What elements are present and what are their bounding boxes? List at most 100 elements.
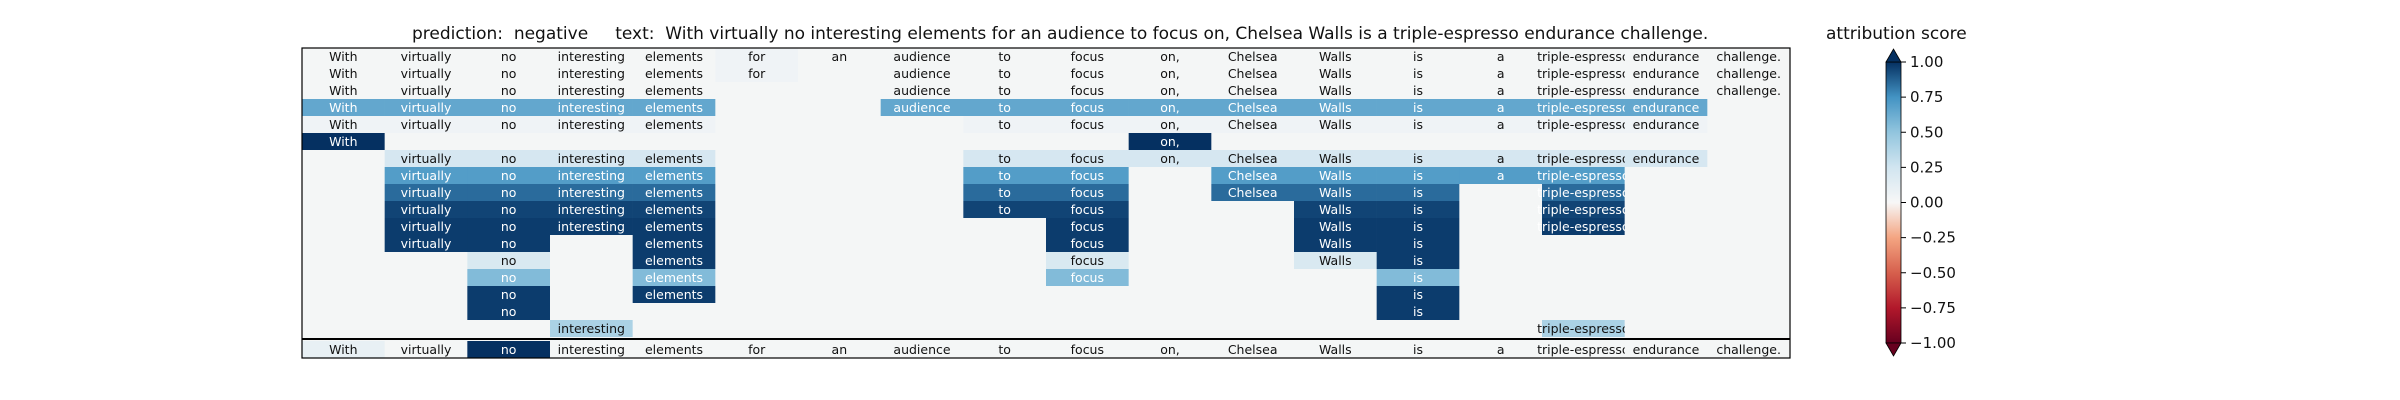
heatmap-cell (963, 133, 1047, 150)
heatmap-cell (302, 48, 385, 65)
heatmap-cell (1211, 218, 1295, 235)
heatmap-cell (1624, 320, 1708, 337)
heatmap-cell (302, 320, 385, 337)
heatmap-cell (1128, 252, 1212, 269)
token-label: virtually (401, 151, 452, 166)
token-label: focus (1071, 253, 1104, 268)
token-label: on, (1160, 49, 1180, 64)
heatmap-cell (1376, 99, 1460, 116)
heatmap-cell (1707, 82, 1791, 99)
heatmap-cell (963, 218, 1047, 235)
summary-token-label: audience (893, 342, 950, 357)
heatmap-cell (1046, 184, 1129, 201)
token-label: an (832, 49, 848, 64)
heatmap-cell (1376, 252, 1460, 269)
heatmap-cell (1542, 235, 1625, 252)
heatmap-cell (1294, 167, 1377, 184)
heatmap-cell (1542, 116, 1625, 133)
token-label: Chelsea (1228, 66, 1278, 81)
heatmap-cell (1211, 235, 1295, 252)
heatmap-cell (1707, 116, 1791, 133)
token-label: elements (645, 83, 703, 98)
token-label: elements (645, 253, 703, 268)
heatmap-cell (880, 82, 964, 99)
heatmap-cell (1542, 341, 1625, 358)
heatmap-cell (384, 116, 468, 133)
heatmap-cell (1294, 269, 1377, 286)
heatmap-cell (1046, 48, 1129, 65)
heatmap-cell (963, 320, 1047, 337)
heatmap-cell (467, 150, 551, 167)
heatmap-cell (1376, 201, 1460, 218)
heatmap-cell (1294, 252, 1377, 269)
heatmap-cell (1542, 201, 1625, 218)
heatmap-cell (1128, 235, 1212, 252)
heatmap-cell (1294, 133, 1377, 150)
heatmap-cell (1459, 252, 1543, 269)
token-label: elements (645, 151, 703, 166)
heatmap-cell (384, 150, 468, 167)
summary-token-label: endurance (1633, 342, 1700, 357)
heatmap-cell (1211, 133, 1295, 150)
token-label: virtually (401, 83, 452, 98)
heatmap-cell (798, 201, 881, 218)
heatmap-cell (1459, 320, 1543, 337)
token-label: Chelsea (1228, 168, 1278, 183)
heatmap-cell (1046, 303, 1129, 320)
heatmap-cell (963, 99, 1047, 116)
heatmap-cell (1376, 65, 1460, 82)
token-label: is (1413, 66, 1423, 81)
heatmap-cell (715, 99, 799, 116)
heatmap-cell (1128, 303, 1212, 320)
heatmap-cell (715, 286, 799, 303)
heatmap-cell (1707, 133, 1791, 150)
token-label: interesting (558, 117, 625, 132)
heatmap-cell (1707, 218, 1791, 235)
heatmap-cell (715, 150, 799, 167)
token-label: is (1413, 117, 1423, 132)
heatmap-cell (1376, 218, 1460, 235)
token-label: elements (645, 168, 703, 183)
heatmap-cell (302, 341, 385, 358)
token-label: elements (645, 49, 703, 64)
heatmap-cell (467, 133, 551, 150)
heatmap-cell (384, 82, 468, 99)
heatmap-cell (384, 48, 468, 65)
token-label: to (998, 202, 1011, 217)
heatmap-cell (1376, 286, 1460, 303)
heatmap-cell (1294, 218, 1377, 235)
heatmap-cell (632, 116, 716, 133)
heatmap-cell (715, 133, 799, 150)
heatmap-cell (1046, 133, 1129, 150)
heatmap-cell (550, 167, 633, 184)
token-label: triple-espresso (1537, 49, 1630, 64)
heatmap-cell (798, 320, 881, 337)
heatmap-cell (1211, 116, 1295, 133)
heatmap-cell (467, 184, 551, 201)
token-label: interesting (558, 219, 625, 234)
token-label: endurance (1633, 83, 1700, 98)
heatmap-cell (632, 150, 716, 167)
heatmap-cell (1624, 99, 1708, 116)
heatmap-cell (1707, 184, 1791, 201)
heatmap-cell (1624, 235, 1708, 252)
heatmap-cell (1211, 99, 1295, 116)
heatmap-cell (1211, 82, 1295, 99)
heatmap-cell (632, 286, 716, 303)
heatmap-cell (632, 269, 716, 286)
heatmap-cell (632, 201, 716, 218)
token-label: a (1497, 100, 1505, 115)
token-label: triple-espresso (1537, 100, 1630, 115)
token-label: triple-espresso (1537, 117, 1630, 132)
heatmap-cell (1128, 184, 1212, 201)
heatmap-cell (1459, 269, 1543, 286)
heatmap-cell (384, 201, 468, 218)
heatmap-cell (467, 99, 551, 116)
token-label: With (329, 83, 357, 98)
heatmap-cell (550, 133, 633, 150)
token-label: focus (1071, 117, 1104, 132)
token-label: a (1497, 168, 1505, 183)
token-label: no (501, 83, 517, 98)
token-label: With (329, 134, 357, 149)
